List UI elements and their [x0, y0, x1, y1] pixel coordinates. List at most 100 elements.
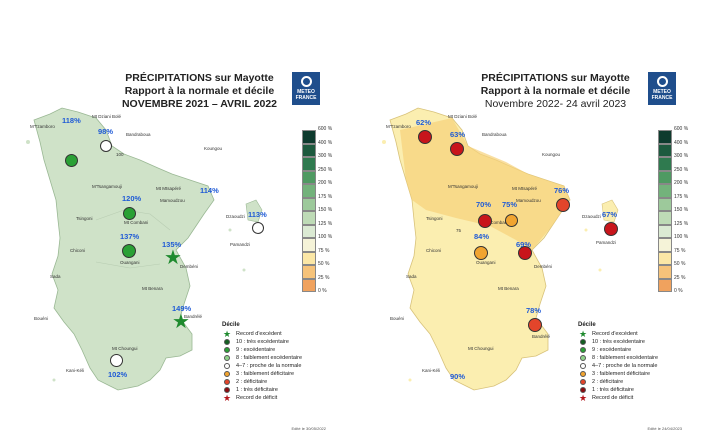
- legend-item: 4–7 : proche de la normale: [578, 362, 708, 370]
- islet: [382, 140, 386, 144]
- logo-text: METEO FRANCE: [295, 89, 317, 101]
- legend-label: Record de déficit: [592, 395, 634, 401]
- legend-dot-icon: [578, 379, 588, 385]
- scale-swatch: [658, 197, 672, 211]
- legend-label: 3 : faiblement déficitaire: [592, 371, 651, 377]
- scale-swatch: [658, 130, 672, 144]
- scale-swatch: [302, 197, 316, 211]
- place-label: M'Tzamboro: [386, 124, 411, 129]
- station-marker-circle: [123, 207, 136, 220]
- place-label: Mt Choungui: [112, 346, 138, 351]
- place-label: Sada: [50, 274, 61, 279]
- scale-swatch: [302, 251, 316, 265]
- place-label: Mt Benara: [498, 286, 519, 291]
- scale-label: 25 %: [674, 274, 686, 281]
- station-percentage: 137%: [120, 232, 140, 241]
- station-percentage: 98%: [98, 127, 114, 136]
- legend-dot-icon: [578, 363, 588, 369]
- zone-boundary: [95, 209, 171, 269]
- station-marker-circle: [556, 198, 570, 212]
- legend-item: ★ Record d'excédent: [578, 330, 708, 339]
- scale-swatch: [302, 157, 316, 171]
- legend-label: 2 : déficitaire: [236, 379, 268, 385]
- scale-label: 400 %: [674, 139, 689, 146]
- scale-label: 250 %: [318, 166, 333, 173]
- legend-item: 10 : très excédentaire: [222, 338, 352, 346]
- scale-label: 0 %: [318, 288, 327, 294]
- color-scale: [658, 130, 672, 320]
- scale-swatch: [302, 224, 316, 238]
- legend-item: ★ Record d'excédent: [222, 329, 352, 339]
- scale-swatch: [658, 238, 672, 252]
- legend-label: Record d'excédent: [592, 331, 638, 337]
- scale-swatch: [302, 130, 316, 144]
- station-marker-circle: [505, 214, 518, 227]
- meteo-france-logo-mark: [300, 76, 312, 87]
- station-percentage: 67%: [602, 210, 618, 219]
- legend-item: 4–7 : proche de la normale: [222, 362, 352, 370]
- station-percentage: 62%: [416, 118, 432, 127]
- station-percentage: 149%: [172, 304, 192, 313]
- place-label: Kani-Kéli: [422, 368, 441, 373]
- scale-label: 200 %: [318, 180, 333, 186]
- legend-label: 1 : très déficitaire: [592, 387, 634, 393]
- legend-label: 2 : déficitaire: [592, 379, 624, 385]
- place-label: Sada: [406, 274, 417, 279]
- place-label: Pamandzi: [596, 240, 617, 245]
- place-label: Mt Dziani Bolé: [92, 114, 122, 119]
- scale-swatch: [658, 211, 672, 225]
- place-label: Mt Combani: [484, 220, 509, 225]
- title-line-2: Rapport à la normale et décile: [480, 85, 631, 97]
- station-marker-circle: [474, 246, 488, 260]
- scale-swatch: [302, 170, 316, 184]
- place-label: Dzaoudzi: [582, 214, 601, 219]
- scale-swatch: [658, 157, 672, 171]
- legend-item: 10 : très excédentaire: [578, 338, 708, 346]
- legend-label: 4–7 : proche de la normale: [592, 363, 658, 369]
- scale-swatch: [658, 265, 672, 279]
- legend-label: 10 : très excédentaire: [236, 339, 289, 345]
- place-label: Bouéni: [34, 316, 49, 321]
- edit-date: Edité le 30/05/2022: [291, 426, 326, 431]
- place-label: Ouangani: [476, 260, 496, 265]
- meteo-france-logo: METEO FRANCE: [648, 72, 676, 105]
- scale-label: 50 %: [674, 261, 686, 267]
- title-line-2: Rapport à la normale et décile: [124, 85, 275, 97]
- station-percentage: 84%: [474, 232, 490, 241]
- legend-star-icon: ★: [222, 329, 232, 339]
- scale-swatch: [658, 251, 672, 265]
- color-scale-labels: 600 % 400 % 300 % 250 % 200 % 175 % 150 % 125 %…: [318, 126, 332, 302]
- meteo-france-logo: METEO FRANCE: [292, 72, 320, 105]
- station-marker-circle: [122, 244, 136, 258]
- station-percentage: 70%: [476, 200, 492, 209]
- scale-label: 175 %: [318, 193, 333, 200]
- legend-item: 2 : déficitaire: [222, 378, 352, 386]
- legend-dot-icon: [578, 355, 588, 361]
- scale-label: 0 %: [674, 288, 683, 294]
- petite-terre-island: [601, 199, 619, 223]
- place-label: Kani-Kéli: [66, 368, 85, 373]
- legend-item: 1 : très déficitaire: [222, 386, 352, 394]
- station-marker-circle: [604, 222, 618, 236]
- scale-label: 300 %: [318, 153, 333, 159]
- scale-swatch: [302, 265, 316, 279]
- legend-item: 9 : excédentaire: [222, 346, 352, 354]
- legend-dot-icon: [222, 387, 232, 393]
- place-label: Chiconi: [70, 248, 86, 253]
- place-label: Pamandzi: [230, 242, 251, 247]
- legend-item: ★ Record de déficit: [578, 394, 708, 403]
- place-label: Bandraboua: [482, 132, 507, 137]
- scale-label: 200 %: [674, 180, 689, 186]
- station-percentage: 90%: [450, 372, 466, 381]
- scale-swatch: [658, 143, 672, 157]
- place-label: Bandraboua: [126, 132, 151, 137]
- legend-dot-icon: [578, 347, 588, 353]
- scale-label: 75 %: [674, 247, 686, 254]
- place-label: Mt Choungui: [468, 346, 494, 351]
- scale-label: 125 %: [318, 220, 333, 227]
- legend-item: 2 : déficitaire: [578, 378, 708, 386]
- place-label: Bandrélé: [532, 334, 551, 339]
- station-percentage: 75%: [502, 200, 518, 209]
- legend-label: 10 : très excédentaire: [592, 339, 645, 345]
- islet: [584, 228, 588, 232]
